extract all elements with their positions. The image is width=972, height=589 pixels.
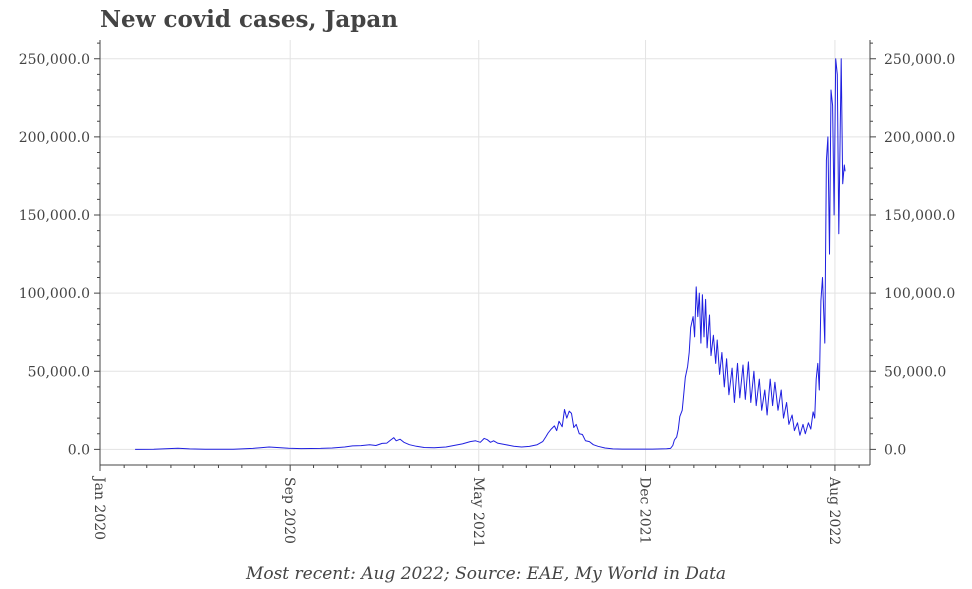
- axes: [94, 40, 876, 471]
- y-tick-label-left: 50,000.0: [28, 364, 90, 380]
- y-tick-label-right: 250,000.0: [884, 52, 955, 68]
- grid-lines: [99, 40, 870, 465]
- chart-title: New covid cases, Japan: [100, 6, 398, 33]
- y-tick-label-left: 250,000.0: [19, 52, 90, 68]
- x-tick-label: Sep 2020: [281, 477, 297, 544]
- y-tick-label-right: 150,000.0: [884, 208, 955, 224]
- x-tick-label: Dec 2021: [637, 477, 653, 544]
- series-line-new-cases: [135, 58, 846, 450]
- y-tick-label-right: 50,000.0: [884, 364, 946, 380]
- y-tick-label-left: 200,000.0: [19, 130, 90, 146]
- y-tick-label-right: 200,000.0: [884, 130, 955, 146]
- y-tick-label-right: 100,000.0: [884, 286, 955, 302]
- y-tick-label-right: 0.0: [884, 442, 906, 458]
- tick-labels: 0.0 0.0 50,000.0 50,000.0 100,000.0 100,000.0…: [19, 52, 956, 548]
- x-tick-label: Jan 2020: [91, 475, 107, 540]
- y-tick-label-left: 100,000.0: [19, 286, 90, 302]
- series-layer: [135, 58, 846, 450]
- y-tick-label-left: 0.0: [68, 442, 90, 458]
- y-tick-label-left: 150,000.0: [19, 208, 90, 224]
- x-tick-label: May 2021: [470, 477, 486, 548]
- chart-caption: Most recent: Aug 2022; Source: EAE, My W…: [245, 564, 727, 584]
- x-tick-label: Aug 2022: [826, 476, 842, 545]
